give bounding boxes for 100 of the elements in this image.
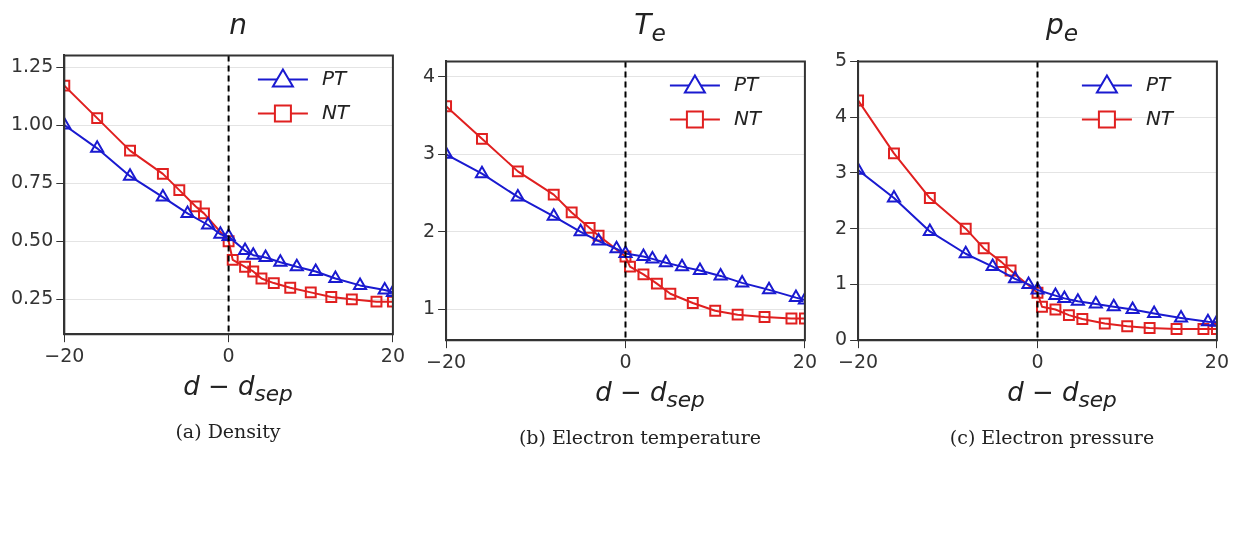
point	[1200, 313, 1215, 326]
point	[1031, 286, 1044, 299]
point	[735, 274, 750, 287]
point	[247, 265, 260, 278]
point	[788, 289, 803, 302]
chart-title: p$_{e}$	[1044, 8, 1079, 47]
x-tick-label: 0	[222, 343, 235, 366]
point	[510, 188, 525, 202]
point	[239, 260, 251, 273]
point	[1004, 264, 1017, 277]
point	[636, 248, 651, 261]
point	[709, 304, 722, 317]
point	[213, 226, 228, 239]
point	[731, 308, 744, 321]
point	[686, 296, 699, 309]
point	[370, 295, 383, 308]
point	[474, 165, 490, 178]
y-tick-label: 1	[422, 295, 436, 318]
x-tick-label: 0	[619, 349, 632, 372]
point	[658, 254, 673, 267]
point	[674, 258, 690, 271]
point	[1098, 317, 1111, 330]
y-tick-label: 1.25	[10, 53, 54, 76]
point	[583, 221, 596, 234]
point	[284, 281, 297, 294]
point	[155, 189, 170, 202]
point	[1049, 303, 1062, 316]
y-tick-label: 0	[834, 326, 848, 349]
point	[273, 254, 288, 267]
legend-label: PT	[321, 65, 348, 90]
text: (b) Electron temperature	[517, 425, 762, 448]
point	[304, 286, 317, 299]
point	[958, 245, 973, 258]
x-tick-label: −20	[44, 343, 85, 366]
point	[1030, 281, 1045, 295]
point	[573, 223, 588, 236]
y-tick-label: 1	[834, 270, 848, 293]
y-tick-label: 0.75	[10, 170, 54, 193]
y-tick-label: 2	[422, 218, 436, 241]
x-tick-label: 20	[792, 349, 818, 372]
point	[1076, 312, 1089, 325]
point	[713, 267, 728, 281]
point	[1106, 298, 1121, 311]
point	[1048, 287, 1063, 300]
point	[959, 222, 972, 235]
point	[511, 165, 524, 177]
point	[122, 168, 138, 181]
point	[328, 270, 343, 283]
point	[1121, 319, 1134, 332]
point	[692, 262, 708, 275]
point	[91, 112, 104, 125]
y-tick-label: 0.25	[10, 286, 54, 309]
y-tick-label: 3	[422, 140, 436, 163]
legend-label: NT	[1145, 105, 1175, 130]
point	[609, 240, 624, 253]
point	[289, 258, 304, 272]
point	[325, 291, 338, 303]
point	[90, 140, 105, 153]
y-tick-label: 2	[834, 215, 848, 238]
point	[923, 191, 936, 204]
point	[1008, 270, 1023, 283]
x-axis-title: d − d$_{sep}$	[182, 371, 293, 407]
y-tick-label: 5	[834, 47, 848, 70]
y-tick-label: 3	[834, 159, 848, 182]
point	[977, 241, 990, 254]
x-axis-title: d − d$_{sep}$	[1006, 376, 1117, 412]
legend-label: NT	[733, 105, 763, 130]
text: (a) Density	[174, 420, 281, 443]
point	[664, 287, 677, 300]
point	[1021, 276, 1036, 289]
legend-label: NT	[321, 99, 351, 124]
x-axis-title: d − d$_{sep}$	[594, 376, 705, 412]
point	[995, 255, 1008, 268]
point	[1173, 309, 1189, 322]
point	[352, 277, 368, 290]
point	[565, 206, 578, 218]
point	[1062, 308, 1075, 321]
point	[886, 189, 902, 203]
point	[246, 247, 261, 260]
point	[888, 147, 900, 159]
y-tick-label: 0.50	[10, 228, 54, 251]
point	[1036, 300, 1048, 313]
point	[1125, 301, 1140, 314]
point	[547, 188, 560, 201]
point	[255, 272, 268, 285]
x-tick-label: 20	[1204, 349, 1230, 372]
point	[476, 132, 488, 145]
point	[761, 281, 777, 294]
point	[226, 253, 239, 266]
point	[180, 205, 195, 218]
point	[624, 260, 636, 273]
point	[546, 207, 561, 221]
point	[173, 184, 186, 197]
point	[237, 242, 253, 256]
point	[1147, 305, 1162, 318]
point	[201, 217, 216, 230]
point	[1088, 295, 1103, 309]
point	[985, 258, 1000, 271]
point	[258, 249, 273, 263]
point	[221, 228, 236, 242]
